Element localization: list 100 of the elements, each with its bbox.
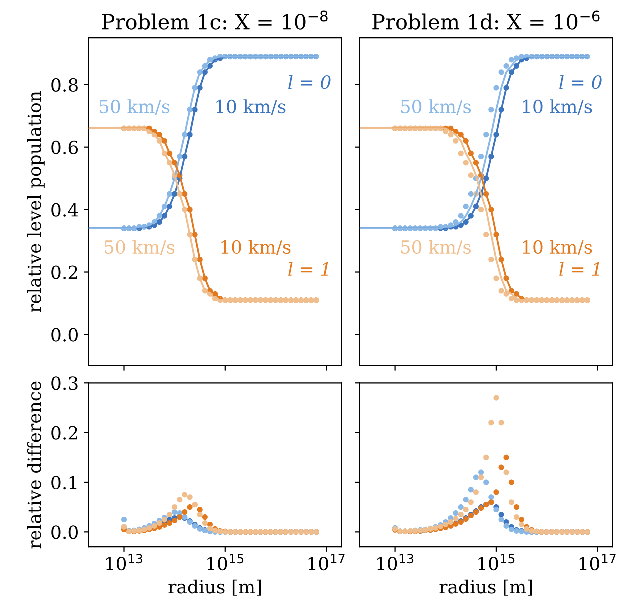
y-tick-label: 0.2 <box>52 426 78 440</box>
y-tick-label: 0.0 <box>52 328 78 342</box>
point <box>488 107 494 113</box>
point <box>182 492 188 498</box>
x-tick-label: 10$^{17}$ <box>308 554 345 571</box>
point <box>458 213 464 219</box>
point <box>488 494 494 500</box>
series-label: 10 km/s <box>523 240 592 256</box>
point <box>468 487 474 493</box>
point <box>177 497 183 503</box>
x-tick-label: 10$^{15}$ <box>478 554 515 571</box>
point <box>508 296 514 302</box>
point <box>478 474 484 480</box>
point <box>504 470 510 476</box>
y-axis-title: relative difference <box>27 382 42 549</box>
series-label: 50 km/s <box>100 100 170 115</box>
point <box>443 522 449 528</box>
point <box>473 474 480 480</box>
y-tick-label: 0.3 <box>52 376 78 390</box>
point <box>498 288 504 294</box>
point <box>498 516 504 523</box>
point <box>498 464 504 470</box>
point <box>504 454 510 460</box>
point <box>187 494 193 500</box>
point <box>172 510 178 516</box>
point <box>494 85 500 91</box>
point <box>458 512 464 518</box>
point <box>488 420 494 426</box>
point <box>508 526 514 532</box>
point <box>463 204 469 210</box>
point <box>207 526 214 532</box>
x-axis-title: radius [m] <box>440 580 532 596</box>
point <box>463 160 469 166</box>
x-tick-label: 10$^{13}$ <box>378 554 414 571</box>
y-tick-label: 0.4 <box>52 203 78 217</box>
point <box>498 70 504 76</box>
point <box>458 504 464 510</box>
point <box>498 420 504 426</box>
point <box>202 514 208 520</box>
x-tick-label: 10$^{17}$ <box>580 554 616 571</box>
chart-title: Problem 1d: X = 10$^{−6}$ <box>372 10 600 30</box>
annotation: l = 1 <box>560 262 600 276</box>
y-tick-label: 0.8 <box>52 78 78 92</box>
point <box>478 154 484 160</box>
y-tick-label: 0.2 <box>52 266 78 280</box>
point <box>494 276 500 282</box>
point <box>202 520 208 526</box>
point <box>172 504 178 510</box>
x-tick-label: 10$^{15}$ <box>208 554 244 571</box>
point <box>484 480 490 486</box>
point <box>478 470 484 476</box>
point <box>187 504 193 510</box>
point <box>494 490 500 496</box>
point <box>172 518 178 524</box>
point <box>468 500 474 506</box>
point <box>494 395 500 401</box>
point <box>463 497 469 503</box>
point <box>453 516 459 522</box>
annotation: l = 1 <box>288 262 328 276</box>
point <box>182 510 188 516</box>
point <box>488 256 494 263</box>
point <box>463 507 469 513</box>
annotation: l = 0 <box>560 75 602 90</box>
point <box>494 507 500 513</box>
point <box>498 512 504 518</box>
y-tick-label: 0.6 <box>52 140 78 154</box>
point <box>518 522 525 528</box>
point <box>504 523 510 529</box>
x-axis-title: radius [m] <box>168 580 262 596</box>
x-tick-label: 10$^{13}$ <box>106 554 143 571</box>
point <box>484 232 490 238</box>
point <box>508 57 514 63</box>
point <box>468 172 474 178</box>
point <box>121 516 128 523</box>
point <box>508 500 514 506</box>
point <box>152 523 158 529</box>
point <box>514 504 520 510</box>
series-label: 10 km/s <box>222 240 291 256</box>
y-axis-title: relative level population <box>27 91 45 312</box>
annotation: l = 0 <box>288 75 331 90</box>
y-tick-label: 0.1 <box>52 476 77 490</box>
point <box>453 510 459 516</box>
point <box>478 207 484 213</box>
point <box>453 138 459 144</box>
point <box>508 480 514 486</box>
point <box>197 507 203 513</box>
point <box>514 514 520 520</box>
point <box>458 150 464 156</box>
series-label: 50 km/s <box>401 240 472 256</box>
point <box>484 454 490 460</box>
series-label: 50 km/s <box>401 100 472 115</box>
y-tick-label: 0.0 <box>52 526 78 540</box>
series-label: 10 km/s <box>523 100 592 115</box>
point <box>484 132 490 138</box>
point <box>504 63 510 69</box>
series-label: 50 km/s <box>105 240 175 256</box>
point <box>473 490 480 496</box>
chart-title: Problem 1c: X = 10$^{−8}$ <box>102 10 328 30</box>
series-label: 10 km/s <box>216 100 286 115</box>
point <box>448 519 454 526</box>
